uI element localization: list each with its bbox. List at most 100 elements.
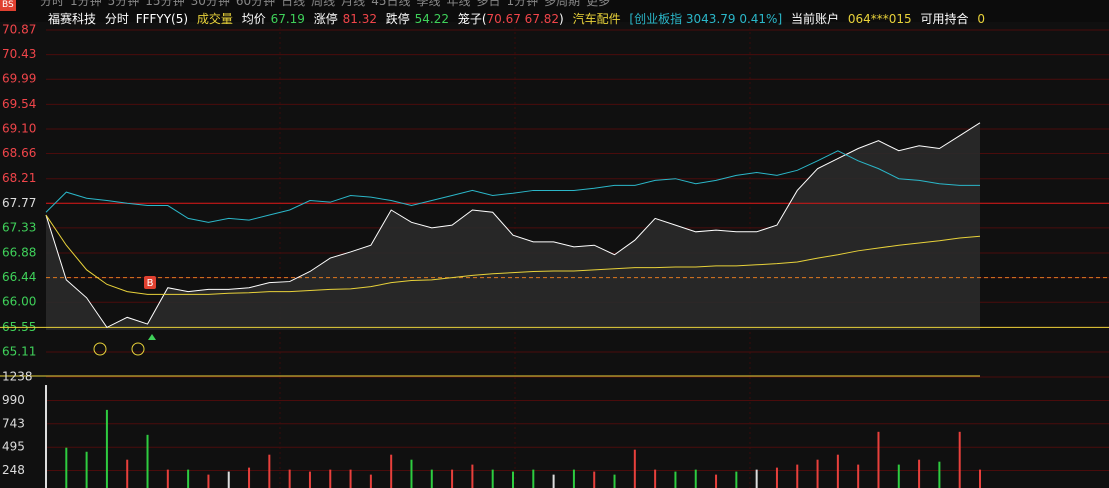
volume-bar — [877, 431, 880, 488]
y-tick-label: 69.99 — [2, 72, 36, 86]
volume-tick-label: 248 — [2, 463, 25, 477]
volume-bar — [633, 449, 636, 488]
stock-name: 福赛科技 — [48, 12, 97, 26]
volume-bar — [105, 409, 108, 488]
volume-bar — [491, 469, 494, 488]
volume-label: 成交量 — [196, 12, 233, 26]
volume-bar — [816, 459, 819, 488]
volume-bar — [390, 454, 393, 488]
toolbar-item[interactable]: 月线 — [341, 0, 366, 8]
y-tick-label: 65.11 — [2, 345, 36, 359]
volume-bar — [146, 434, 149, 488]
avg-value: 67.19 — [270, 12, 305, 26]
volume-bar — [958, 431, 961, 488]
volume-bar — [836, 454, 839, 488]
y-tick-label: 66.00 — [2, 295, 36, 309]
volume-bar — [430, 469, 433, 488]
volume-bar — [85, 451, 88, 488]
volume-bar — [166, 469, 169, 488]
toolbar-item[interactable]: 日线 — [281, 0, 306, 8]
y-tick-label: 69.10 — [2, 121, 36, 135]
up-value: 81.32 — [342, 12, 377, 26]
y-tick-label: 69.54 — [2, 97, 36, 111]
toolbar-item[interactable]: 45日线 — [371, 0, 411, 8]
cage-label: 笼子( — [457, 12, 487, 26]
volume-tick-label: 990 — [2, 393, 25, 407]
volume-bar — [775, 467, 778, 488]
index: [创业板指 3043.79 0.41%] — [629, 12, 783, 26]
volume-bar — [45, 385, 47, 488]
toolbar-item[interactable]: 1分钟 — [506, 0, 539, 8]
toolbar-item[interactable]: 分时 — [40, 0, 65, 8]
toolbar-item[interactable]: 多日 — [476, 0, 501, 8]
toolbar-item[interactable]: 5分钟 — [107, 0, 140, 8]
toolbar-item[interactable]: 周线 — [311, 0, 336, 8]
volume-bar — [268, 454, 271, 488]
y-tick-label: 70.87 — [2, 23, 36, 37]
volume-bar — [288, 469, 291, 488]
volume-bar — [349, 469, 352, 488]
volume-bar — [572, 469, 575, 488]
volume-bar — [471, 464, 474, 488]
sector: 汽车配件 — [572, 12, 621, 26]
buy-label: B — [147, 278, 154, 289]
toolbar-item[interactable]: 更多 — [586, 0, 611, 8]
volume-bar — [227, 471, 230, 488]
account-label: 当前账户 — [790, 12, 839, 26]
up-label: 涨停 — [313, 12, 338, 26]
signal-circle — [93, 342, 107, 356]
badge[interactable]: BS — [0, 0, 16, 11]
down-value: 54.22 — [414, 12, 449, 26]
mode: 分时 — [104, 12, 129, 26]
buy-badge — [144, 276, 156, 289]
account: 064***015 — [847, 12, 912, 26]
volume-bar — [512, 471, 514, 488]
toolbar-item[interactable]: 30分钟 — [190, 0, 230, 8]
y-tick-label: 70.43 — [2, 47, 36, 61]
volume-tick-label: 743 — [2, 416, 25, 430]
volume-bar — [694, 469, 697, 488]
avg-label: 均价 — [241, 12, 266, 26]
volume-bar — [126, 459, 129, 488]
series-line — [45, 150, 980, 223]
cage-value: 70.67 67.82 — [486, 12, 560, 26]
toolbar: 分时 1分钟 5分钟 15分钟 30分钟 60分钟 日线 周线 月线 45日线 季线 年线 多日 1分钟多… — [40, 0, 616, 9]
toolbar-item[interactable]: 60分钟 — [235, 0, 276, 8]
volume-bar — [187, 469, 190, 488]
volume-bar — [248, 467, 251, 488]
volume-bar — [796, 464, 799, 488]
toolbar-item[interactable]: 1分钟 — [70, 0, 102, 8]
signal-circle — [131, 342, 145, 356]
volume-bar — [735, 471, 738, 488]
volume-bar — [593, 471, 596, 488]
code: FFFYY(5) — [135, 12, 189, 26]
volume-bar — [207, 474, 210, 488]
down-label: 跌停 — [385, 12, 410, 26]
y-tick-label: 66.44 — [2, 270, 36, 284]
cage-close: ) — [559, 12, 564, 26]
volume-bar — [308, 471, 311, 488]
toolbar-item[interactable]: 年线 — [446, 0, 471, 8]
volume-bar — [674, 471, 677, 488]
toolbar-item[interactable]: 15分钟 — [145, 0, 185, 8]
volume-bar — [897, 464, 900, 488]
y-tick-label: 67.33 — [2, 220, 36, 234]
volume-bar — [369, 474, 372, 488]
hold: 0 — [977, 12, 985, 26]
volume-bar — [451, 469, 454, 488]
series-line — [45, 122, 981, 329]
toolbar-item[interactable]: 季线 — [416, 0, 441, 8]
series-line — [45, 214, 981, 295]
volume-bar — [918, 459, 921, 488]
toolbar-item[interactable]: 多周期 — [544, 0, 581, 8]
y-tick-label: 68.21 — [2, 171, 36, 185]
volume-bar — [654, 469, 657, 488]
y-tick-label: 68.66 — [2, 146, 36, 160]
volume-bar — [715, 474, 718, 488]
volume-bar — [410, 459, 413, 488]
info-bar: 福赛科技 分时 FFFYY(5) 成交量 均价 67.19 涨停 81.32 跌… — [48, 10, 990, 27]
price-area — [46, 122, 980, 330]
volume-bar — [857, 464, 860, 488]
